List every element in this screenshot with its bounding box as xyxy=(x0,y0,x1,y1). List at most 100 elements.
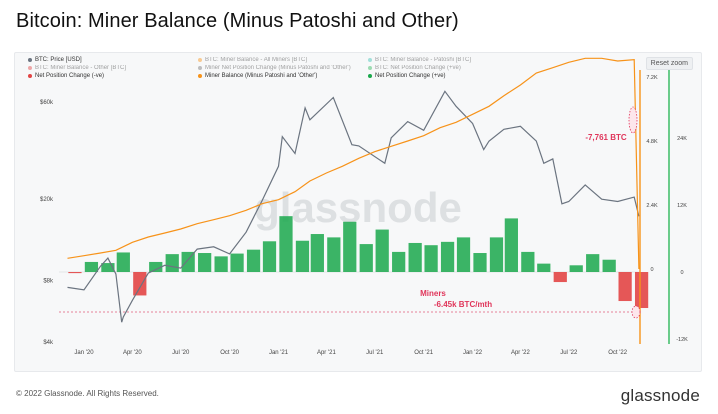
net-position-bar-positive xyxy=(343,221,357,272)
legend-item[interactable]: Miner Net Position Change (Minus Patoshi… xyxy=(198,64,368,72)
y-left-tick-label: $8k xyxy=(43,279,54,285)
annotation-outflow-rate: -6.45k BTC/mth xyxy=(434,300,492,309)
y-balance-tick-label: 0 xyxy=(650,267,653,273)
y-balance-tick-label: 2.4K xyxy=(646,203,658,209)
net-position-bar-positive xyxy=(521,251,535,272)
net-position-bar-positive xyxy=(116,252,130,272)
net-position-bar-positive xyxy=(295,240,310,272)
legend-label: BTC: Miner Balance - Other [BTC] xyxy=(35,65,127,71)
net-position-bar-positive xyxy=(246,249,261,272)
net-position-bar-positive xyxy=(262,241,277,272)
x-tick-label: Jan '21 xyxy=(269,350,289,356)
net-position-bar-positive xyxy=(359,244,373,272)
net-position-bar-positive xyxy=(214,256,228,272)
legend-swatch xyxy=(368,66,372,70)
legend-item[interactable]: BTC: Net Position Change (+ve) xyxy=(368,64,538,72)
legend-swatch xyxy=(198,58,202,62)
legend-label: Miner Net Position Change (Minus Patoshi… xyxy=(205,65,351,71)
legend-swatch xyxy=(198,66,202,70)
annotation-balance-change: -7,761 BTC xyxy=(585,133,627,142)
net-position-bar-negative xyxy=(618,272,632,302)
legend-label: Net Position Change (+ve) xyxy=(375,73,446,79)
net-position-bar-negative xyxy=(553,272,567,283)
x-tick-label: Apr '22 xyxy=(511,350,530,356)
legend-swatch xyxy=(368,58,372,62)
net-position-bar-positive xyxy=(392,251,406,272)
legend-label: Miner Balance (Minus Patoshi and 'Other'… xyxy=(205,73,318,79)
highlight-balance-drop xyxy=(628,106,638,134)
highlight-outflow xyxy=(631,305,641,319)
x-tick-label: Jan '22 xyxy=(463,350,483,356)
net-position-bar-positive xyxy=(504,218,518,272)
annotation-miners: Miners xyxy=(420,289,446,298)
net-position-bar-positive xyxy=(489,237,504,272)
net-position-bar-negative xyxy=(634,272,649,309)
net-position-bar-positive xyxy=(198,253,212,272)
x-tick-label: Apr '20 xyxy=(123,350,142,356)
y-balance-tick-label: 4.8K xyxy=(646,139,658,145)
price-line xyxy=(67,90,640,323)
legend-item[interactable]: BTC: Miner Balance - Other [BTC] xyxy=(28,64,198,72)
page-title: Bitcoin: Miner Balance (Minus Patoshi an… xyxy=(16,10,459,32)
net-position-bar-positive xyxy=(149,261,163,272)
x-tick-label: Jan '20 xyxy=(74,350,94,356)
net-position-bar-positive xyxy=(84,261,99,272)
legend-swatch xyxy=(368,74,372,78)
net-position-bar-positive xyxy=(424,245,438,272)
net-position-bar-negative xyxy=(68,272,82,274)
legend-item[interactable]: BTC: Miner Balance - Patoshi [BTC] xyxy=(368,56,538,64)
legend-swatch xyxy=(28,66,32,70)
legend-item[interactable]: Net Position Change (+ve) xyxy=(368,72,538,80)
x-tick-label: Oct '20 xyxy=(220,350,239,356)
legend-label: BTC: Net Position Change (+ve) xyxy=(375,65,461,71)
y-left-tick-label: $4k xyxy=(43,340,54,346)
x-tick-label: Oct '21 xyxy=(414,350,433,356)
net-position-bar-positive xyxy=(569,265,583,272)
legend-item[interactable]: Miner Balance (Minus Patoshi and 'Other'… xyxy=(198,72,368,80)
net-position-bar-negative xyxy=(133,272,147,296)
net-position-bar-positive xyxy=(327,237,341,272)
net-position-bar-positive xyxy=(310,234,324,272)
net-position-bar-positive xyxy=(230,253,244,272)
legend-item[interactable]: Net Position Change (-ve) xyxy=(28,72,198,80)
net-position-bar-positive xyxy=(375,229,389,272)
y-net-position-tick-label: 0 xyxy=(680,270,683,276)
legend-swatch xyxy=(28,74,32,78)
x-tick-label: Apr '21 xyxy=(317,350,336,356)
legend-item[interactable]: BTC: Price [USD] xyxy=(28,56,198,64)
net-position-bar-positive xyxy=(602,259,616,272)
y-net-position-tick-label: 24K xyxy=(677,136,687,142)
reset-zoom-button[interactable]: Reset zoom xyxy=(645,57,693,70)
copyright-text: © 2022 Glassnode. All Rights Reserved. xyxy=(16,389,159,398)
x-tick-label: Oct '22 xyxy=(608,350,627,356)
net-position-bar-positive xyxy=(537,263,551,272)
legend-swatch xyxy=(28,58,32,62)
legend-label: BTC: Price [USD] xyxy=(35,57,82,63)
y-net-position-tick-label: 12K xyxy=(677,203,687,209)
net-position-bar-positive xyxy=(586,254,600,272)
legend-item[interactable]: BTC: Miner Balance - All Miners [BTC] xyxy=(198,56,368,64)
glassnode-logo: glassnode xyxy=(620,386,700,405)
net-position-bar-positive xyxy=(408,242,422,272)
y-left-tick-label: $60k xyxy=(40,100,54,106)
x-tick-label: Jul '21 xyxy=(366,350,384,356)
legend-swatch xyxy=(198,74,202,78)
chart-legend: BTC: Price [USD] BTC: Miner Balance - All… xyxy=(28,56,628,80)
net-position-bar-positive xyxy=(181,251,195,272)
net-position-bar-positive xyxy=(473,253,487,272)
y-net-position-tick-label: -12K xyxy=(676,337,688,343)
y-balance-tick-label: 7.2K xyxy=(646,75,658,81)
net-position-bar-positive xyxy=(456,237,471,272)
net-position-bar-positive xyxy=(440,241,455,272)
net-position-bar-positive xyxy=(101,263,115,272)
chart-frame: Reset zoom xyxy=(14,52,702,372)
legend-label: BTC: Miner Balance - All Miners [BTC] xyxy=(205,57,308,63)
legend-label: BTC: Miner Balance - Patoshi [BTC] xyxy=(375,57,472,63)
net-position-bar-positive xyxy=(165,254,179,272)
x-tick-label: Jul '22 xyxy=(560,350,578,356)
miner-balance-line xyxy=(67,57,640,270)
x-tick-label: Jul '20 xyxy=(172,350,190,356)
legend-label: Net Position Change (-ve) xyxy=(35,73,105,79)
net-position-bar-positive xyxy=(279,216,293,272)
